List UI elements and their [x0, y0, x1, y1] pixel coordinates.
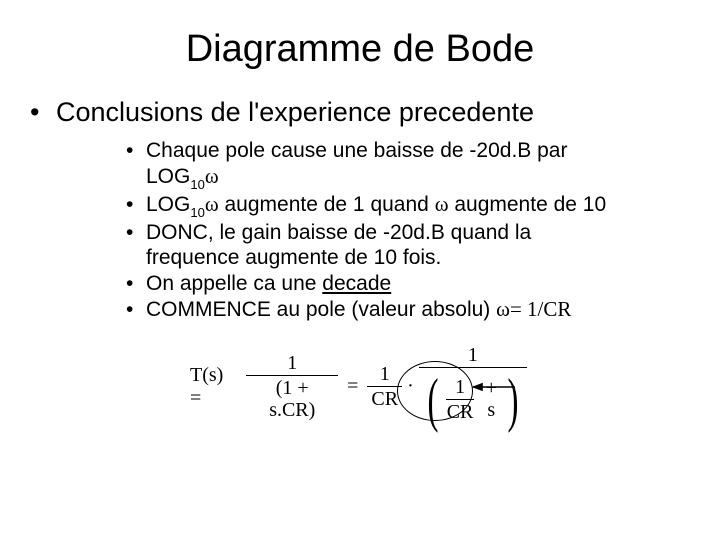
eq-num3: 1 — [464, 343, 482, 367]
equals-icon: = — [341, 375, 364, 398]
eq-den2: CR — [367, 387, 402, 411]
heading-text: Conclusions de l'experience precedente — [56, 97, 534, 127]
eq-num2: 1 — [376, 362, 394, 386]
b3-line1: DONC, le gain baisse de -20d.B quand la — [146, 221, 531, 244]
bullet-item-4: On appelle ca une decade — [126, 271, 690, 297]
slide-title: Diagramme de Bode — [30, 28, 690, 71]
eq-plus-s: + s — [477, 377, 503, 421]
bullet-item-5: COMMENCE au pole (valeur absolu) ω= 1/CR — [126, 297, 690, 323]
b2-sub: 10 — [190, 205, 204, 220]
equation-block: T(s) = 1 (1 + s.CR) = 1 CR · 1 ( 1 — [190, 343, 530, 430]
b4-decade: decade — [322, 272, 391, 295]
bracket-right-icon: ) — [508, 370, 519, 430]
b2-end: augmente de 10 — [449, 193, 607, 216]
b1-line1: Chaque pole cause une baisse de -20d.B p… — [146, 139, 567, 162]
b5-text: COMMENCE au pole (valeur absolu) — [146, 298, 496, 321]
eq-frac3: 1 ( 1 CR + s ) — [419, 343, 527, 430]
omega-icon: ω — [496, 297, 510, 321]
bullet-item-1: Chaque pole cause une baisse de -20d.B p… — [126, 138, 690, 192]
b5-eq: = 1/CR — [510, 297, 571, 321]
eq-frac2: 1 CR — [367, 362, 402, 411]
eq-den1: (1 + s.CR) — [246, 376, 338, 422]
omega-icon: ω — [205, 164, 219, 188]
bracket-left-icon: ( — [427, 370, 438, 430]
heading-line: •Conclusions de l'experience precedente — [30, 97, 690, 128]
b2-mid: augmente de 1 quand — [219, 193, 435, 216]
eq-frac1: 1 (1 + s.CR) — [246, 351, 338, 422]
equation-row: T(s) = 1 (1 + s.CR) = 1 CR · 1 ( 1 — [190, 343, 530, 430]
omega-icon: ω — [435, 192, 449, 216]
slide: Diagramme de Bode •Conclusions de l'expe… — [0, 0, 720, 540]
eq-inner-den: CR — [443, 400, 478, 424]
bullet-item-3: DONC, le gain baisse de -20d.B quand la … — [126, 220, 690, 271]
bullet-item-2: LOG10ω augmente de 1 quand ω augmente de… — [126, 192, 690, 220]
sub-bullet-list: Chaque pole cause une baisse de -20d.B p… — [86, 138, 690, 322]
eq-inner-frac: 1 CR — [443, 375, 478, 424]
omega-icon: ω — [205, 192, 219, 216]
bullet-icon: • — [30, 97, 56, 128]
eq-den3: ( 1 CR + s ) — [419, 368, 527, 430]
b4-prefix: On appelle ca une — [146, 272, 322, 295]
eq-num1: 1 — [283, 351, 301, 375]
eq-inner-num: 1 — [451, 375, 469, 399]
b1-sub: 10 — [190, 177, 204, 192]
b1-log: LOG — [146, 165, 190, 188]
b2-log: LOG — [146, 193, 190, 216]
dot-icon: · — [405, 375, 416, 398]
b3-line2: frequence augmente de 10 fois. — [146, 246, 441, 269]
eq-lhs: T(s) = — [190, 364, 243, 410]
